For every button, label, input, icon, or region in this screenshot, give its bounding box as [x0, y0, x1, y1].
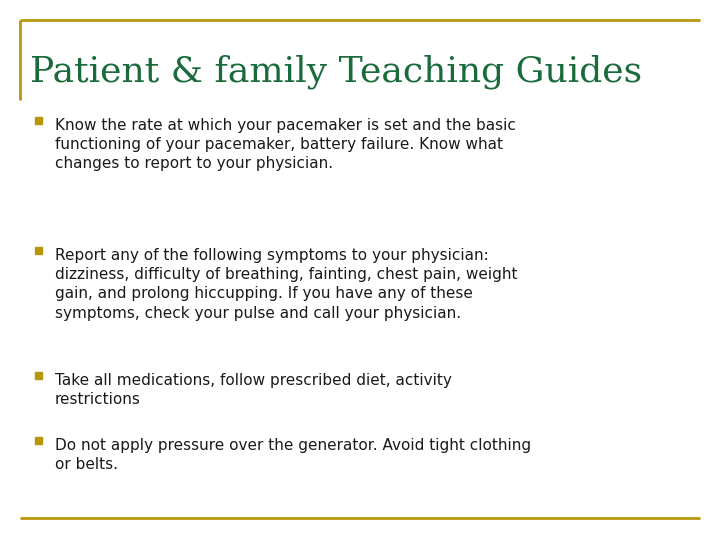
- Bar: [35, 372, 42, 379]
- Text: Do not apply pressure over the generator. Avoid tight clothing
or belts.: Do not apply pressure over the generator…: [55, 438, 531, 472]
- Bar: [35, 437, 42, 444]
- Text: Know the rate at which your pacemaker is set and the basic
functioning of your p: Know the rate at which your pacemaker is…: [55, 118, 516, 171]
- Text: Patient & family Teaching Guides: Patient & family Teaching Guides: [30, 55, 642, 89]
- Text: Take all medications, follow prescribed diet, activity
restrictions: Take all medications, follow prescribed …: [55, 373, 452, 407]
- Bar: [35, 247, 42, 254]
- Text: Report any of the following symptoms to your physician:
dizziness, difficulty of: Report any of the following symptoms to …: [55, 248, 518, 321]
- Bar: [35, 117, 42, 124]
